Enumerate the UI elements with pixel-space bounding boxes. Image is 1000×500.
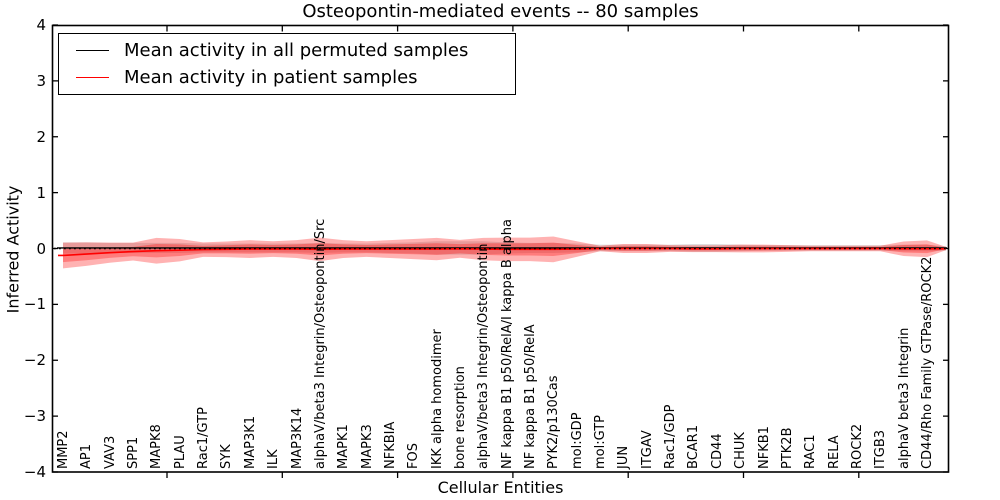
x-tick-label: AP1 — [79, 443, 95, 469]
x-tick-label: MMP2 — [56, 430, 71, 469]
x-tick-label: IKK alpha homodimer — [429, 329, 445, 469]
x-tick-label: MAPK8 — [149, 424, 165, 469]
x-tick-label: alphaV/beta3 Integrin/Osteopontin/Src — [312, 218, 328, 469]
y-tick-label: 0 — [36, 239, 46, 258]
legend-label-permuted: Mean activity in all permuted samples — [124, 40, 469, 61]
x-tick-label: alphaV beta3 Integrin — [896, 327, 912, 469]
x-tick-label: CHUK — [733, 432, 749, 469]
x-tick-label: SPP1 — [126, 436, 142, 469]
x-tick-label: VAV3 — [102, 435, 118, 469]
y-tick-label: 1 — [36, 183, 46, 202]
y-tick-label: −2 — [23, 351, 46, 370]
x-tick-label: mol:GDP — [569, 412, 585, 469]
x-tick-label: PLAU — [172, 435, 188, 469]
permuted-line-swatch — [76, 50, 109, 51]
y-tick-label: 4 — [36, 16, 46, 34]
x-tick-label: mol:GTP — [593, 415, 609, 469]
legend-item-patient: Mean activity in patient samples — [59, 64, 515, 91]
x-tick-label: FOS — [406, 443, 422, 469]
x-tick-label: BCAR1 — [686, 425, 702, 469]
x-axis-label: Cellular Entities — [437, 478, 564, 497]
x-tick-label: PTK2B — [779, 427, 795, 470]
x-tick-label: alphaV/beta3 Integrin/Osteopontin — [476, 243, 492, 469]
y-tick-label: −4 — [23, 463, 46, 481]
x-tick-label: Rac1/GTP — [196, 407, 212, 469]
x-tick-label: bone resorption — [452, 366, 468, 469]
x-tick-label: ITGAV — [639, 430, 655, 469]
x-tick-label: ILK — [266, 449, 282, 469]
x-tick-label: MAPK1 — [336, 424, 352, 469]
x-tick-label: RELA — [826, 435, 842, 469]
x-tick-label: NF kappa B1 p50/RelA/I kappa B alpha — [499, 219, 515, 469]
x-tick-label: MAPK3 — [359, 424, 375, 469]
x-tick-label: NF kappa B1 p50/RelA — [523, 324, 538, 469]
x-tick-label: CD44/Rho Family GTPase/ROCK2 — [919, 256, 935, 469]
x-tick-label: MAP3K14 — [289, 407, 305, 469]
chart-title: Osteopontin-mediated events -- 80 sample… — [302, 1, 699, 22]
x-tick-label: CD44 — [709, 433, 725, 469]
x-tick-label: RAC1 — [803, 434, 819, 469]
x-tick-label: MAP3K1 — [242, 415, 258, 469]
x-tick-label: ITGB3 — [873, 429, 889, 469]
x-tick-label: JUN — [616, 445, 632, 469]
x-tick-label: ROCK2 — [849, 423, 865, 469]
legend: Mean activity in all permuted samples Me… — [58, 33, 516, 95]
y-tick-label: −1 — [23, 295, 46, 314]
y-tick-label: −3 — [23, 407, 46, 426]
patient-std-band — [63, 236, 946, 269]
patient-line-swatch — [76, 77, 109, 78]
y-tick-label: 2 — [36, 127, 46, 146]
x-tick-label: PYK2/p130Cas — [546, 375, 562, 469]
x-tick-label: NFKBIA — [382, 421, 398, 469]
y-tick-label: 3 — [36, 71, 46, 90]
x-tick-label: NFKB1 — [756, 426, 772, 469]
legend-label-patient: Mean activity in patient samples — [124, 67, 418, 88]
legend-item-permuted: Mean activity in all permuted samples — [59, 37, 515, 64]
x-tick-label: SYK — [219, 444, 235, 469]
x-tick-label: Rac1/GDP — [663, 404, 679, 469]
